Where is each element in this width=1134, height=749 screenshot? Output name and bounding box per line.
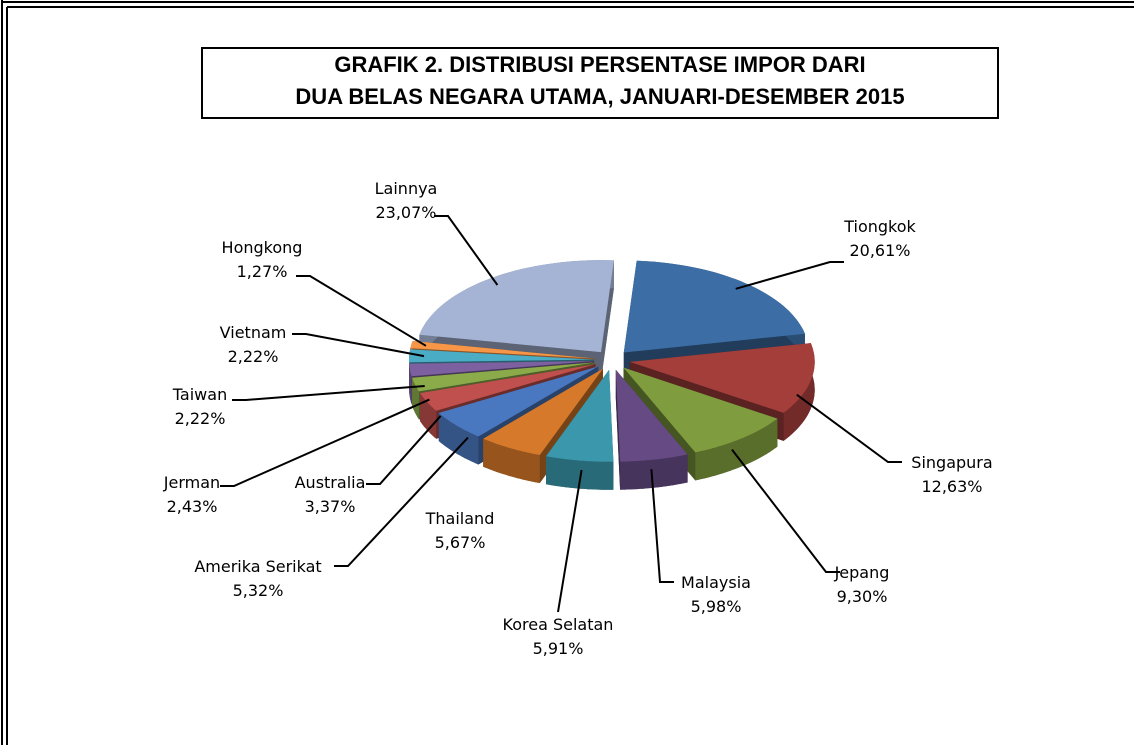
slice-top <box>623 260 805 353</box>
category-label: Lainnya <box>375 179 438 198</box>
slice-rim <box>412 377 419 420</box>
value-label: 2,22% <box>175 409 226 428</box>
leader-line <box>796 393 902 463</box>
slice-top <box>410 341 595 359</box>
leader-line <box>232 385 425 401</box>
value-label: 12,63% <box>921 477 982 496</box>
slice-rim <box>409 363 412 405</box>
slice-top <box>629 343 815 413</box>
category-label: Thailand <box>425 509 495 528</box>
leader-line <box>731 448 840 573</box>
category-label: Tiongkok <box>843 217 916 236</box>
leader-line <box>434 215 499 286</box>
leader-line <box>735 261 844 290</box>
slice-top <box>623 367 778 453</box>
leader-line <box>220 398 430 487</box>
value-label: 5,32% <box>233 581 284 600</box>
leader-line <box>292 333 425 358</box>
slice-rim <box>546 456 614 490</box>
category-label: Vietnam <box>220 323 287 342</box>
category-label: Korea Selatan <box>503 615 614 634</box>
slice-top <box>412 362 595 392</box>
value-label: 20,61% <box>849 241 910 260</box>
slice-top <box>546 369 614 462</box>
value-label: 2,43% <box>167 497 218 516</box>
leader-line <box>366 415 442 485</box>
category-label: Taiwan <box>172 385 227 404</box>
slice <box>546 369 614 490</box>
slice-top <box>409 349 594 363</box>
slice-rim <box>420 393 437 439</box>
slice-rim <box>620 454 688 490</box>
value-label: 3,37% <box>305 497 356 516</box>
category-label: Hongkong <box>222 238 303 257</box>
slice-top <box>438 366 599 437</box>
value-label: 23,07% <box>375 203 436 222</box>
category-label: Jerman <box>163 473 220 492</box>
pie <box>409 260 815 490</box>
slice-top <box>419 260 614 353</box>
value-label: 5,67% <box>435 533 486 552</box>
title-box <box>201 47 999 119</box>
category-label: Malaysia <box>681 573 751 592</box>
leader-line <box>334 436 469 567</box>
leader-line <box>296 275 427 347</box>
slice <box>483 368 603 483</box>
slice-rim <box>438 413 479 465</box>
value-label: 9,30% <box>837 587 888 606</box>
leader-line <box>650 469 674 583</box>
slice-top <box>409 361 595 377</box>
slice-side <box>615 369 621 490</box>
chart-title: DUA BELAS NEGARA UTAMA, JANUARI-DESEMBER… <box>295 84 904 109</box>
slice-rim <box>483 438 540 483</box>
slice-top <box>420 364 596 411</box>
slice <box>615 369 688 490</box>
slice-side <box>601 260 614 381</box>
chart-title: GRAFIK 2. DISTRIBUSI PERSENTASE IMPOR DA… <box>334 52 865 77</box>
category-label: Jepang <box>834 563 890 582</box>
value-label: 1,27% <box>237 262 288 281</box>
category-label: Amerika Serikat <box>194 557 321 576</box>
slice-rim <box>695 418 778 481</box>
leader-line <box>557 469 583 613</box>
value-label: 2,22% <box>228 347 279 366</box>
slice-top <box>615 369 688 462</box>
slice-top <box>483 368 603 455</box>
slice-rim <box>783 343 815 441</box>
value-label: 5,98% <box>691 597 742 616</box>
category-label: Singapura <box>911 453 992 472</box>
value-label: 5,91% <box>533 639 584 658</box>
category-label: Australia <box>295 473 366 492</box>
